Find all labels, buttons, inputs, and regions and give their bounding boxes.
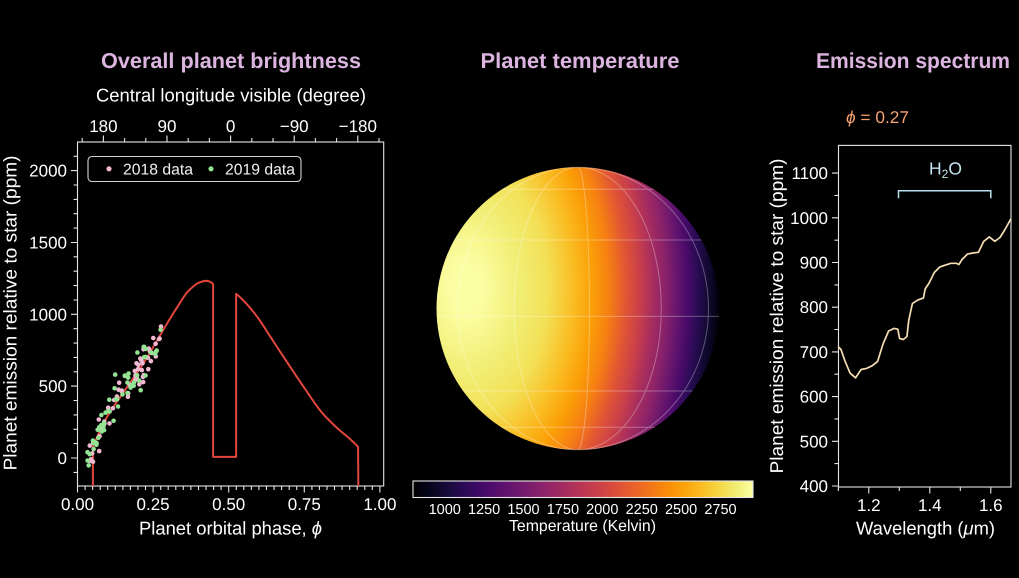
svg-text:Planet emission relative to st: Planet emission relative to star (ppm)	[0, 156, 21, 471]
svg-text:500: 500	[800, 432, 828, 451]
svg-text:2500: 2500	[665, 502, 697, 518]
svg-text:ϕ = 0.27: ϕ = 0.27	[846, 108, 909, 127]
svg-text:1.4: 1.4	[918, 496, 942, 515]
svg-text:0: 0	[226, 117, 235, 136]
svg-text:1000: 1000	[429, 502, 461, 518]
svg-text:1750: 1750	[547, 502, 579, 518]
svg-text:Wavelength (μm): Wavelength (μm)	[856, 518, 995, 539]
svg-text:0.50: 0.50	[212, 495, 245, 514]
svg-text:2750: 2750	[704, 502, 736, 518]
svg-text:1000: 1000	[790, 209, 828, 228]
svg-text:Planet emission relative to st: Planet emission relative to star (ppm)	[766, 159, 787, 474]
svg-text:Emission spectrum: Emission spectrum	[816, 49, 1010, 73]
svg-text:90: 90	[158, 117, 177, 136]
svg-text:1500: 1500	[29, 234, 67, 253]
svg-text:Planet temperature: Planet temperature	[481, 49, 680, 73]
svg-text:2000: 2000	[29, 162, 67, 181]
svg-text:400: 400	[800, 477, 828, 496]
svg-text:1.2: 1.2	[857, 496, 881, 515]
svg-text:H2O: H2O	[929, 159, 962, 182]
svg-text:2000: 2000	[586, 502, 618, 518]
svg-text:180: 180	[89, 117, 117, 136]
svg-text:2019 data: 2019 data	[225, 161, 295, 178]
svg-text:0.75: 0.75	[288, 495, 321, 514]
svg-text:800: 800	[800, 298, 828, 317]
svg-text:1500: 1500	[507, 502, 539, 518]
svg-text:1100: 1100	[791, 164, 828, 183]
svg-text:2250: 2250	[626, 502, 658, 518]
svg-text:900: 900	[800, 254, 828, 273]
svg-text:1000: 1000	[29, 305, 67, 324]
svg-text:0: 0	[58, 449, 67, 468]
svg-text:Overall planet brightness: Overall planet brightness	[101, 49, 361, 73]
svg-text:0.00: 0.00	[61, 495, 94, 514]
svg-text:700: 700	[800, 343, 828, 362]
svg-text:Planet orbital phase, ϕ: Planet orbital phase, ϕ	[139, 518, 322, 539]
svg-text:1.6: 1.6	[979, 496, 1003, 515]
svg-text:Temperature (Kelvin): Temperature (Kelvin)	[509, 518, 656, 535]
svg-text:500: 500	[39, 377, 67, 396]
svg-text:−180: −180	[339, 117, 377, 136]
svg-text:1250: 1250	[468, 502, 500, 518]
svg-text:0.25: 0.25	[137, 495, 170, 514]
svg-text:Central longitude visible (deg: Central longitude visible (degree)	[96, 85, 366, 106]
svg-text:1.00: 1.00	[363, 495, 396, 514]
svg-text:600: 600	[800, 388, 828, 407]
svg-text:−90: −90	[280, 117, 309, 136]
svg-text:2018 data: 2018 data	[123, 161, 193, 178]
